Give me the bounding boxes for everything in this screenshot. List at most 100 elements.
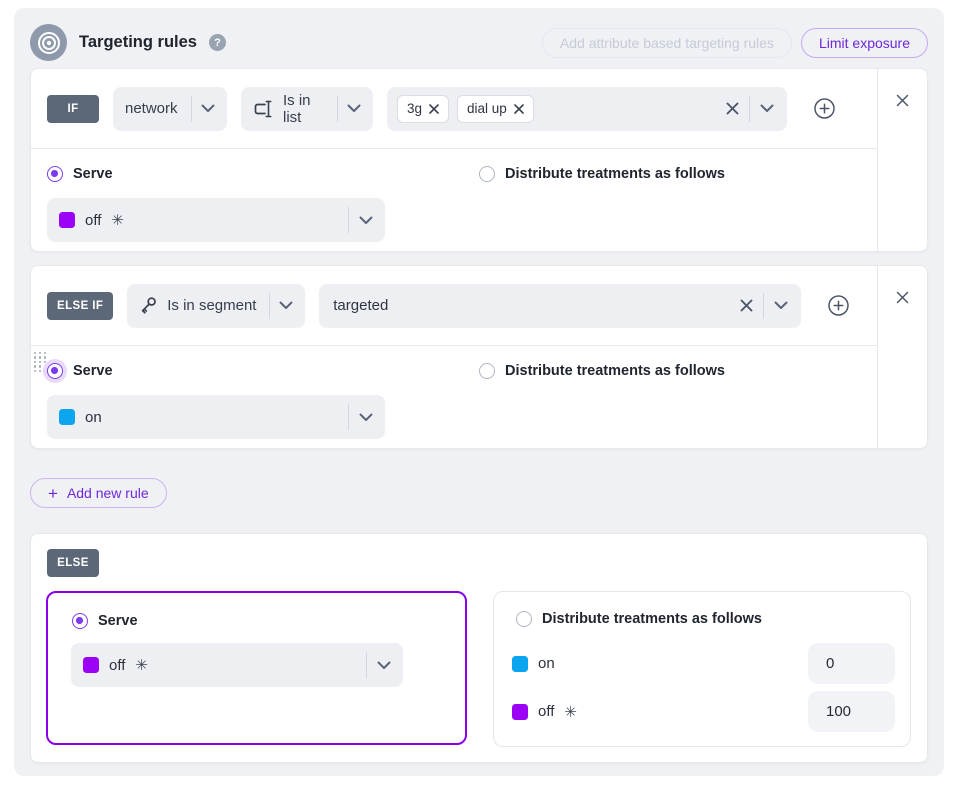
treatment-swatch: [59, 409, 75, 425]
rule-close-column: [877, 69, 927, 251]
divider: [348, 207, 349, 233]
remove-chip-icon[interactable]: [429, 103, 439, 114]
serve-label: Serve: [73, 166, 113, 182]
chevron-down-icon: [347, 104, 361, 113]
limit-exposure-button[interactable]: Limit exposure: [800, 28, 928, 58]
condition-row: IF network Is in list: [31, 69, 877, 149]
else-badge: ELSE: [47, 549, 99, 577]
else-card: ELSE Serve off ✳ Distribute treatments a…: [30, 533, 928, 763]
add-new-rule-button[interactable]: + Add new rule: [30, 478, 167, 508]
chevron-down-icon: [279, 301, 293, 310]
distribute-label: Distribute treatments as follows: [542, 611, 762, 627]
serve-radio-group[interactable]: Serve: [72, 613, 138, 629]
distribute-radio-group[interactable]: Distribute treatments as follows: [516, 611, 762, 627]
distribute-radio-group[interactable]: Distribute treatments as follows: [479, 363, 725, 379]
add-condition-icon[interactable]: [827, 294, 850, 317]
treatment-name: off: [85, 211, 102, 229]
link-icon: [139, 296, 158, 315]
divider: [749, 95, 750, 122]
help-icon[interactable]: ?: [208, 34, 226, 51]
serve-radio-group[interactable]: Serve: [47, 363, 113, 379]
default-treatment-marker: ✳: [564, 703, 577, 721]
condition-row: ELSE IF Is in segment targeted: [31, 266, 877, 346]
treatment-select[interactable]: off ✳: [71, 643, 403, 687]
treatment-select[interactable]: off ✳: [47, 198, 385, 242]
distribute-radio[interactable]: [479, 363, 495, 379]
add-new-rule-label: Add new rule: [66, 485, 149, 501]
attribute-value: network: [125, 100, 178, 117]
distribution-row: off ✳: [512, 691, 895, 732]
clear-segment-icon[interactable]: [740, 299, 753, 312]
distribute-radio[interactable]: [479, 166, 495, 182]
segment-input[interactable]: targeted: [319, 283, 802, 328]
default-treatment-marker: ✳: [135, 657, 148, 674]
rule-card-else-if: ELSE IF Is in segment targeted: [30, 265, 928, 449]
percentage-input[interactable]: [808, 643, 895, 684]
add-condition-icon[interactable]: [813, 97, 836, 120]
serve-label: Serve: [98, 613, 138, 629]
rule-card-if: IF network Is in list: [30, 68, 928, 252]
chip-label: dial up: [467, 101, 507, 116]
value-chip: dial up: [457, 94, 534, 123]
divider: [348, 404, 349, 430]
chip-label: 3g: [407, 101, 423, 116]
serve-radio-group[interactable]: Serve: [47, 166, 113, 182]
serve-radio[interactable]: [72, 613, 88, 629]
remove-chip-icon[interactable]: [514, 103, 524, 114]
treatment-swatch: [83, 657, 99, 673]
delete-rule-icon[interactable]: [892, 286, 914, 308]
serve-label: Serve: [73, 363, 113, 379]
chevron-down-icon: [359, 216, 373, 225]
panel-header: Targeting rules ?: [30, 24, 226, 61]
chevron-down-icon: [359, 413, 373, 422]
divider: [366, 652, 367, 678]
distribution-row: on: [512, 643, 895, 684]
chevron-down-icon[interactable]: [760, 104, 774, 113]
default-treatment-marker: ✳: [111, 212, 124, 229]
divider: [337, 95, 338, 122]
else-distribute-panel[interactable]: Distribute treatments as follows on off …: [493, 591, 911, 747]
matcher-select[interactable]: Is in segment: [127, 283, 306, 328]
delete-rule-icon[interactable]: [892, 89, 914, 111]
treatment-swatch: [512, 703, 528, 720]
chevron-down-icon[interactable]: [774, 301, 788, 310]
clear-values-icon[interactable]: [726, 102, 739, 115]
value-chip: 3g: [397, 94, 450, 123]
serve-section: Serve Distribute treatments as follows o…: [31, 346, 877, 448]
drag-handle[interactable]: [34, 352, 47, 372]
chevron-down-icon: [201, 104, 215, 113]
serve-section: Serve Distribute treatments as follows o…: [31, 149, 877, 251]
chevron-down-icon: [377, 661, 391, 670]
treatment-name: on: [85, 408, 102, 426]
divider: [269, 292, 271, 319]
else-if-badge: ELSE IF: [47, 291, 114, 320]
treatment-name: off: [109, 656, 126, 674]
target-icon: [30, 24, 67, 61]
distribute-label: Distribute treatments as follows: [505, 166, 725, 182]
values-multiselect[interactable]: 3g dial up: [387, 86, 787, 131]
distribute-radio[interactable]: [516, 611, 532, 627]
treatment-swatch: [512, 655, 528, 672]
serve-radio[interactable]: [47, 166, 63, 182]
matcher-value: Is in segment: [167, 297, 257, 314]
rule-close-column: [877, 266, 927, 448]
text-select-icon: [253, 99, 274, 119]
if-badge: IF: [47, 94, 99, 123]
treatment-name: on: [538, 655, 555, 672]
add-attribute-rules-button: Add attribute based targeting rules: [541, 28, 792, 58]
serve-radio[interactable]: [47, 363, 63, 379]
treatment-name: off: [538, 703, 555, 720]
plus-icon: +: [48, 483, 58, 503]
segment-value: targeted: [333, 297, 389, 314]
treatment-select[interactable]: on: [47, 395, 385, 439]
targeting-rules-panel: Targeting rules ? Add attribute based ta…: [14, 8, 944, 776]
matcher-value: Is in list: [283, 91, 311, 126]
distribute-radio-group[interactable]: Distribute treatments as follows: [479, 166, 725, 182]
page-title: Targeting rules: [79, 33, 197, 51]
percentage-input[interactable]: [808, 691, 895, 732]
divider: [763, 292, 765, 319]
matcher-select[interactable]: Is in list: [241, 86, 373, 131]
attribute-select[interactable]: network: [113, 86, 227, 131]
else-serve-panel[interactable]: Serve off ✳: [46, 591, 467, 745]
divider: [191, 95, 192, 122]
